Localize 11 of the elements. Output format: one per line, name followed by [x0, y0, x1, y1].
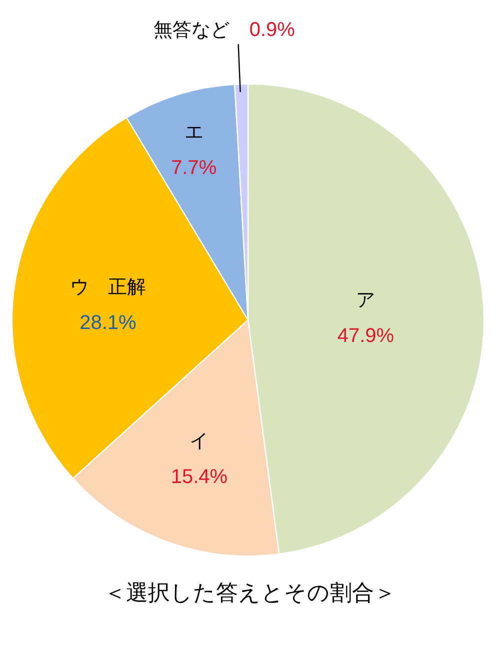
- data-label: 15.4%: [170, 466, 228, 488]
- data-label: 47.9%: [337, 325, 394, 348]
- slice-label: ア: [356, 290, 376, 312]
- slice-label: ウ 正解: [70, 277, 146, 298]
- text: ＜選択した答えとその割合＞: [104, 580, 396, 605]
- slice-label: 無答など: [153, 20, 230, 42]
- slice-label: エ: [184, 122, 204, 144]
- data-label: 7.7%: [171, 157, 217, 180]
- slice-label: イ: [190, 430, 209, 452]
- data-label: 28.1%: [80, 312, 137, 334]
- data-label: 0.9%: [249, 19, 296, 42]
